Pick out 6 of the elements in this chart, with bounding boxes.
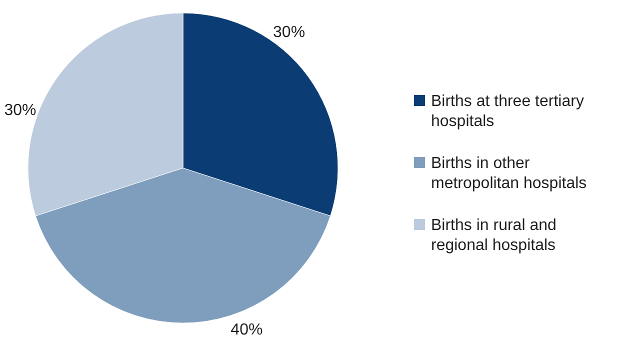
legend-label: Births in rural and regional hospitals [431,217,556,254]
data-label: 40% [230,321,263,338]
data-label: 30% [273,24,306,41]
legend-label: Births in other metropolitan hospitals [431,155,587,192]
legend-label: Births at three tertiary hospitals [431,93,584,130]
data-label: 30% [4,102,36,119]
